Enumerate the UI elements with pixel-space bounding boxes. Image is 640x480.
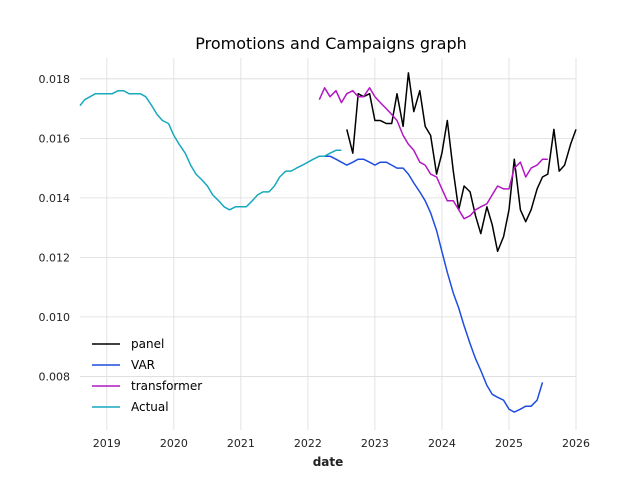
legend-label: VAR — [131, 358, 155, 372]
y-tick-label: 0.008 — [39, 370, 71, 383]
x-tick-label: 2023 — [361, 437, 389, 450]
y-tick-label: 0.010 — [39, 311, 71, 324]
y-tick-label: 0.018 — [39, 73, 71, 86]
series-line-transformer — [318, 87, 548, 220]
x-tick-label: 2025 — [495, 437, 523, 450]
x-tick-label: 2024 — [428, 437, 456, 450]
series-line-var — [324, 155, 544, 413]
legend: panel VAR transformer Actual — [92, 337, 202, 414]
series-lines — [79, 72, 577, 413]
x-tick-label: 2020 — [160, 437, 188, 450]
series-line-panel — [346, 72, 577, 253]
y-tick-label: 0.014 — [39, 192, 71, 205]
legend-label: panel — [131, 337, 164, 351]
grid-lines — [80, 58, 577, 430]
y-tick-label: 0.016 — [39, 132, 71, 145]
y-tick-label: 0.012 — [39, 251, 71, 264]
x-tick-label: 2026 — [562, 437, 590, 450]
legend-label: Actual — [131, 400, 169, 414]
x-tick-label: 2021 — [227, 437, 255, 450]
tick-labels: 2019 2020 2021 2022 2023 2024 2025 2026 0.008 0.0… — [39, 73, 591, 450]
chart-title: Promotions and Campaigns graph — [195, 34, 467, 53]
legend-label: transformer — [131, 379, 202, 393]
x-tick-label: 2022 — [294, 437, 322, 450]
x-axis-label: date — [313, 455, 344, 469]
x-tick-label: 2019 — [93, 437, 121, 450]
series-line-actual — [79, 89, 342, 211]
